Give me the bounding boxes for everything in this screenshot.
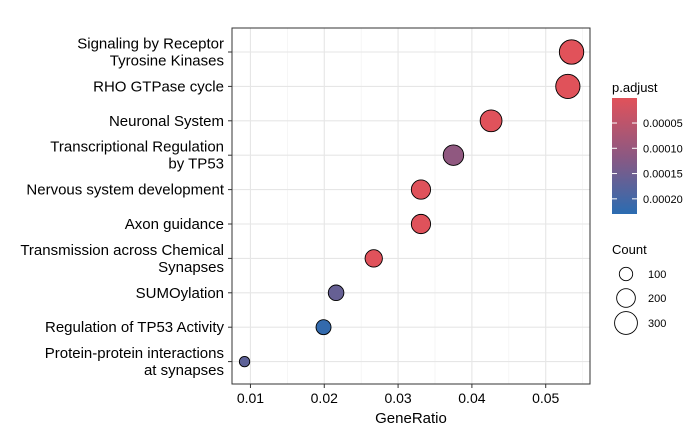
y-tick-label: SUMOylation (136, 285, 224, 302)
size-legend-label: 300 (648, 318, 666, 330)
y-axis: Signaling by Receptor Tyrosine Kinases RHO… (20, 36, 232, 379)
data-point (315, 319, 332, 336)
data-point (442, 144, 465, 166)
color-legend: p.adjust 0.00005 0.00010 0.00015 0.00020 (612, 80, 683, 214)
y-tick-label: Transmission across Chemical Synapses (20, 242, 224, 276)
data-point (364, 249, 383, 268)
x-axis: 0.01 0.02 0.03 0.04 0.05 (237, 384, 560, 406)
size-legend-key (618, 266, 634, 282)
x-tick-label: 0.04 (458, 390, 485, 406)
size-legend-title: Count (612, 242, 647, 257)
color-bar (612, 98, 637, 214)
color-legend-label: 0.00010 (643, 143, 683, 155)
grid-lines (232, 28, 590, 384)
color-legend-label: 0.00015 (643, 169, 683, 181)
size-legend-label: 200 (648, 293, 666, 305)
y-tick-label: RHO GTPase cycle (93, 78, 224, 95)
data-point (410, 213, 432, 235)
x-axis-title: GeneRatio (375, 410, 447, 427)
x-tick-label: 0.05 (532, 390, 559, 406)
data-point (238, 355, 251, 368)
y-tick-label: Transcriptional Regulation by TP53 (50, 139, 224, 173)
x-tick-label: 0.03 (384, 390, 411, 406)
size-legend-label: 100 (648, 269, 666, 281)
data-point (410, 179, 432, 200)
size-legend-key (614, 311, 638, 335)
y-tick-label: Neuronal System (109, 113, 224, 130)
data-point (558, 39, 585, 65)
color-legend-label: 0.00020 (643, 194, 683, 206)
color-legend-title: p.adjust (612, 80, 658, 95)
data-point (555, 73, 581, 99)
y-tick-label: Axon guidance (125, 216, 224, 233)
y-tick-label: Regulation of TP53 Activity (45, 319, 224, 336)
y-tick-label: Protein-protein interactions at synapses (45, 345, 224, 379)
size-legend-key (616, 288, 636, 308)
y-tick-label: Nervous system development (26, 182, 224, 199)
y-tick-label: Signaling by Receptor Tyrosine Kinases (77, 36, 224, 70)
data-points (238, 39, 585, 368)
x-tick-label: 0.01 (237, 390, 264, 406)
color-legend-label: 0.00005 (643, 118, 683, 130)
x-tick-label: 0.02 (311, 390, 338, 406)
data-point (327, 284, 345, 302)
data-point (479, 109, 503, 133)
plot-panel-border (231, 27, 591, 385)
